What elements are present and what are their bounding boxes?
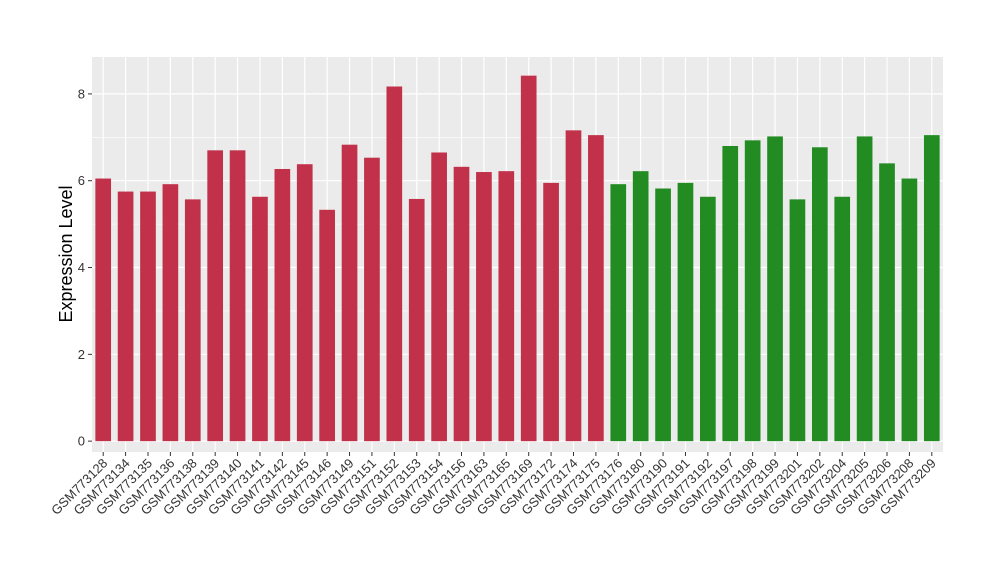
bar — [386, 86, 403, 442]
bar — [588, 135, 604, 442]
bar — [610, 184, 627, 442]
bar — [140, 191, 156, 442]
y-tick-label: 6 — [78, 173, 85, 188]
bar — [431, 152, 447, 442]
bar — [162, 184, 179, 442]
y-axis: 0 2 4 6 8 — [78, 86, 92, 449]
bar — [744, 140, 761, 442]
x-axis: GSM773128GSM773134GSM773135GSM773136GSM7… — [48, 452, 939, 518]
bar — [296, 164, 313, 442]
bar — [453, 166, 470, 442]
bar — [364, 157, 380, 442]
bar — [834, 196, 851, 442]
bar — [319, 209, 335, 442]
bar — [229, 150, 246, 442]
bar — [856, 136, 873, 442]
bar — [789, 199, 806, 442]
bar — [252, 196, 268, 442]
bar — [565, 130, 582, 442]
bar — [520, 75, 537, 442]
bar — [117, 191, 134, 442]
bar — [274, 168, 291, 442]
bar — [184, 199, 201, 442]
bar — [95, 178, 112, 442]
y-tick-label: 2 — [78, 347, 85, 362]
bar — [901, 178, 918, 442]
y-axis-title: Expression Level — [56, 185, 76, 322]
bar — [677, 182, 694, 442]
bar — [923, 135, 940, 442]
y-tick-label: 8 — [78, 86, 85, 101]
bar — [655, 188, 671, 442]
bar — [879, 163, 895, 442]
bars — [95, 75, 940, 442]
bar — [767, 136, 783, 442]
bar — [811, 147, 828, 442]
bar — [722, 145, 739, 442]
bar — [476, 172, 492, 442]
bar — [207, 150, 224, 442]
y-tick-label: 4 — [78, 260, 85, 275]
bar — [632, 171, 649, 442]
bar — [341, 144, 358, 442]
bar — [408, 198, 425, 442]
y-tick-label: 0 — [78, 434, 85, 449]
bar — [498, 171, 515, 442]
bar — [700, 196, 716, 442]
bar — [543, 182, 559, 442]
